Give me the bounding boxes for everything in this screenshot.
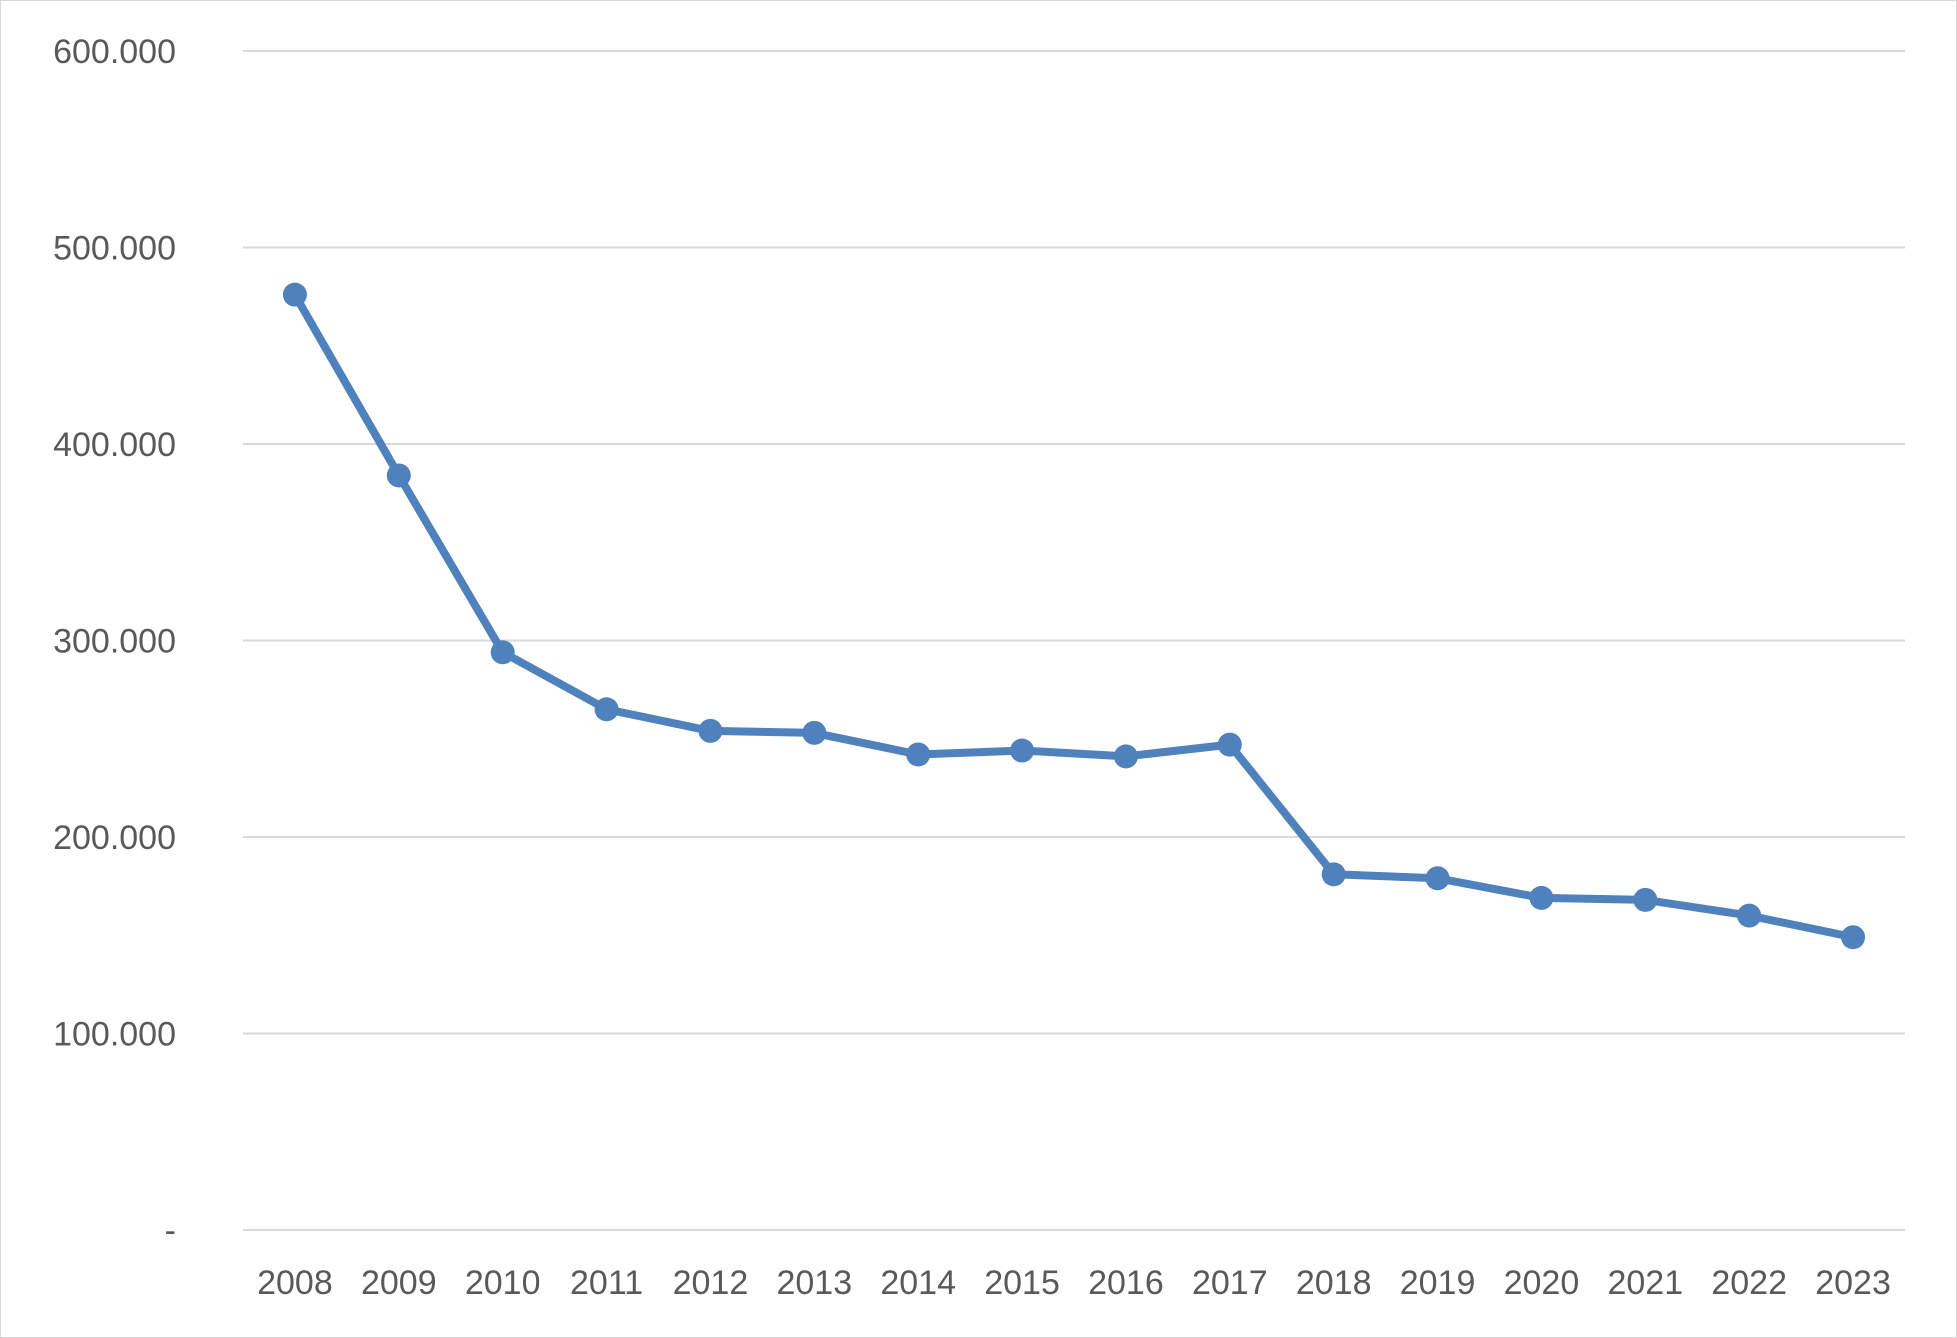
series-line (290, 290, 1858, 942)
data-point-2009 (386, 463, 411, 488)
data-point-2013 (802, 720, 827, 745)
data-point-2008 (282, 282, 307, 307)
y-tick-label: 200.000 (53, 819, 176, 857)
series-layer (282, 282, 1866, 950)
x-tick-label: 2008 (257, 1264, 333, 1302)
x-tick-label: 2015 (984, 1264, 1060, 1302)
data-point-2012 (698, 718, 723, 743)
x-tick-label: 2018 (1296, 1264, 1372, 1302)
data-point-2011 (594, 697, 619, 722)
x-tick-label: 2010 (465, 1264, 541, 1302)
y-tick-label: 500.000 (53, 230, 176, 268)
x-tick-label: 2022 (1711, 1264, 1787, 1302)
x-tick-label: 2023 (1815, 1264, 1891, 1302)
x-tick-label: 2016 (1088, 1264, 1164, 1302)
data-point-2014 (906, 742, 931, 767)
data-point-2019 (1425, 866, 1450, 891)
x-tick-label: 2011 (570, 1264, 643, 1302)
y-axis-tick-labels: - 100.000 200.000 300.000 400.000 500.000 600.… (53, 33, 176, 1250)
y-tick-label: 100.000 (53, 1016, 176, 1054)
data-point-2017 (1217, 732, 1242, 757)
data-point-2016 (1113, 744, 1138, 769)
x-tick-label: 2009 (361, 1264, 437, 1302)
x-tick-label: 2013 (776, 1264, 852, 1302)
data-point-2023 (1841, 925, 1866, 950)
data-point-2022 (1737, 903, 1762, 928)
data-point-2021 (1633, 887, 1658, 912)
y-tick-label: 600.000 (53, 33, 176, 71)
y-tick-label: - (165, 1212, 176, 1250)
x-tick-label: 2020 (1504, 1264, 1580, 1302)
y-tick-label: 300.000 (53, 623, 176, 661)
x-axis-tick-labels: 2008 2009 2010 2011 2012 2013 2014 2015 2016 2017… (257, 1264, 1891, 1302)
gridlines (243, 50, 1905, 1231)
x-tick-label: 2017 (1192, 1264, 1268, 1302)
x-tick-label: 2012 (673, 1264, 749, 1302)
y-tick-label: 400.000 (53, 426, 176, 464)
data-point-2020 (1529, 885, 1554, 910)
x-tick-label: 2021 (1607, 1264, 1683, 1302)
x-tick-label: 2019 (1400, 1264, 1476, 1302)
x-tick-label: 2014 (880, 1264, 956, 1302)
data-point-2010 (490, 640, 515, 665)
data-point-2015 (1010, 738, 1035, 763)
data-point-2018 (1321, 862, 1346, 887)
